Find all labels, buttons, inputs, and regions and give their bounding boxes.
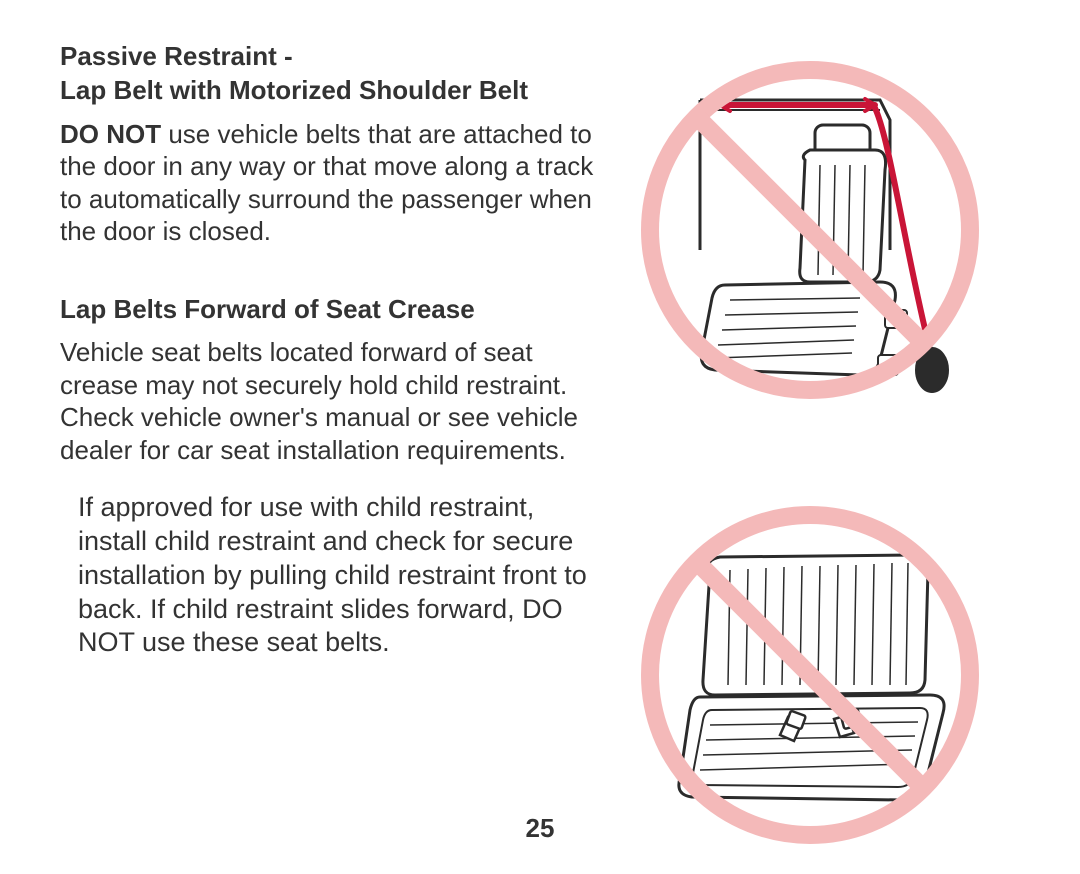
diagram-column (600, 40, 1020, 854)
section1-heading: Passive Restraint - Lap Belt with Motori… (60, 40, 600, 108)
bench-seat-svg (630, 485, 990, 845)
section2-body: Vehicle seat belts located forward of se… (60, 336, 600, 466)
seat-motorized-belt-svg (630, 50, 990, 410)
diagram-passive-restraint (630, 50, 990, 415)
text-column: Passive Restraint - Lap Belt with Motori… (60, 40, 600, 854)
donot-label: DO NOT (60, 119, 161, 149)
heading1-line2: Lap Belt with Motorized Shoulder Belt (60, 75, 528, 105)
section2-body2: If approved for use with child restraint… (60, 491, 600, 660)
heading1-line1: Passive Restraint - (60, 41, 293, 71)
section1-body: DO NOT use vehicle belts that are attach… (60, 118, 600, 248)
manual-page: Passive Restraint - Lap Belt with Motori… (60, 40, 1020, 854)
diagram-lap-belt-forward (630, 485, 990, 850)
page-number: 25 (526, 813, 555, 844)
section2-heading: Lap Belts Forward of Seat Crease (60, 293, 600, 327)
